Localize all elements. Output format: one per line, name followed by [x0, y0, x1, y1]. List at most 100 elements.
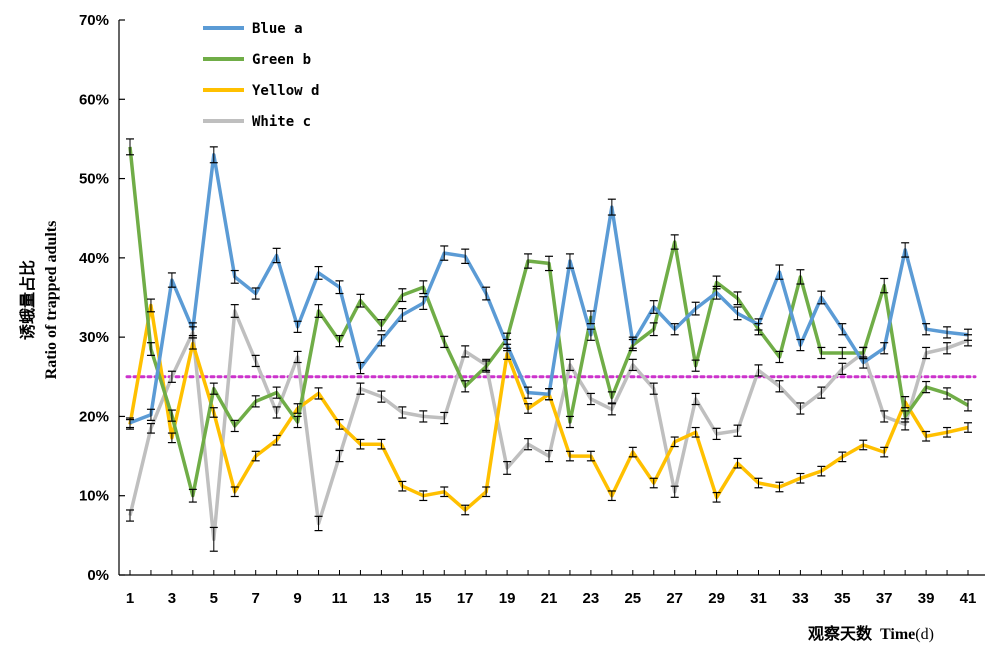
error-bar — [838, 362, 847, 376]
error-bar — [503, 347, 512, 360]
error-bar — [335, 419, 344, 430]
error-bar — [146, 422, 155, 434]
error-bar — [314, 515, 323, 532]
error-bar — [209, 382, 218, 395]
error-bar — [649, 382, 658, 395]
error-bar — [419, 280, 428, 295]
legend-item: White c — [203, 114, 311, 130]
x-axis-title-unit: (d) — [915, 626, 934, 643]
x-tick-label: 27 — [666, 590, 683, 607]
error-bar — [419, 490, 428, 502]
error-bar — [335, 449, 344, 463]
series-layer — [128, 146, 969, 542]
error-bar — [943, 342, 952, 355]
error-bar — [440, 245, 449, 261]
error-bar — [817, 465, 826, 477]
error-bar — [817, 386, 826, 399]
error-bar — [880, 342, 889, 355]
error-bar — [901, 396, 910, 409]
error-bar — [922, 430, 931, 442]
error-bar — [356, 293, 365, 308]
error-bar — [146, 342, 155, 356]
error-bar — [628, 358, 637, 372]
legend-label: Yellow d — [252, 83, 319, 99]
error-bar — [524, 253, 533, 269]
error-bar — [943, 387, 952, 400]
error-bar — [314, 387, 323, 400]
error-bar — [126, 509, 134, 522]
error-bar — [733, 306, 742, 321]
error-bar — [712, 275, 721, 290]
error-bar — [964, 399, 972, 412]
legend-label: Blue a — [252, 21, 303, 37]
error-bar — [251, 287, 260, 300]
legend-item: Green b — [203, 52, 311, 68]
error-bar — [649, 477, 658, 489]
error-bar — [293, 320, 302, 333]
error-bars-layer — [126, 138, 972, 552]
error-bar — [649, 300, 658, 314]
legend-label: Green b — [252, 52, 311, 68]
x-tick-label: 17 — [457, 590, 474, 607]
error-bar — [586, 328, 595, 341]
error-bar — [377, 438, 386, 450]
x-tick-label: 13 — [373, 590, 390, 607]
error-bar — [754, 477, 763, 489]
x-axis-title-english: Time — [880, 626, 915, 643]
error-bar — [293, 403, 302, 414]
y-tick-label: 70% — [79, 12, 109, 29]
x-tick-label: 31 — [750, 590, 767, 607]
error-bar — [126, 419, 134, 430]
x-tick-label: 15 — [415, 590, 432, 607]
error-bar — [712, 491, 721, 503]
error-bar — [524, 386, 533, 399]
error-bar — [796, 269, 805, 285]
error-bar — [796, 472, 805, 484]
error-bar — [230, 486, 239, 498]
error-bar — [377, 390, 386, 403]
error-bar — [565, 450, 574, 462]
error-bar — [586, 450, 595, 462]
error-bar — [398, 308, 407, 322]
error-bar — [251, 450, 260, 462]
axis-titles: 诱蛾量占比 Ratio of trapped adults 观察天数 Time(d… — [18, 221, 934, 643]
error-bar — [754, 364, 763, 377]
error-bar — [565, 358, 574, 372]
x-tick-label: 19 — [499, 590, 516, 607]
error-bar — [691, 301, 700, 316]
error-bar — [440, 411, 449, 425]
error-bar — [922, 323, 931, 336]
error-bar — [293, 350, 302, 364]
error-bar — [293, 415, 302, 429]
x-axis-title: 观察天数 Time(d) — [808, 624, 934, 643]
error-bar — [922, 380, 931, 394]
y-tick-label: 50% — [79, 171, 109, 188]
error-bar — [398, 288, 407, 303]
series-line-white-c — [128, 309, 969, 542]
error-bar — [272, 247, 281, 264]
error-bar — [461, 380, 470, 393]
error-bar — [482, 286, 491, 301]
error-bar — [775, 264, 784, 280]
error-bar — [712, 427, 721, 441]
error-bar — [838, 323, 847, 336]
error-bar — [230, 419, 239, 433]
error-bar — [230, 269, 239, 284]
error-bar — [901, 242, 910, 258]
x-tick-label: 41 — [960, 590, 977, 607]
error-bar — [230, 304, 239, 318]
error-bar — [565, 415, 574, 429]
error-bar — [524, 438, 533, 451]
error-bar — [670, 323, 679, 336]
error-bar — [586, 310, 595, 325]
error-bar — [838, 451, 847, 463]
legend-item: Yellow d — [203, 83, 319, 99]
error-bar — [796, 338, 805, 352]
error-bar — [545, 388, 553, 401]
error-bar — [167, 432, 176, 444]
x-tick-label: 23 — [583, 590, 600, 607]
error-bar — [524, 403, 533, 414]
error-bar — [775, 481, 784, 493]
error-bar — [482, 486, 491, 498]
